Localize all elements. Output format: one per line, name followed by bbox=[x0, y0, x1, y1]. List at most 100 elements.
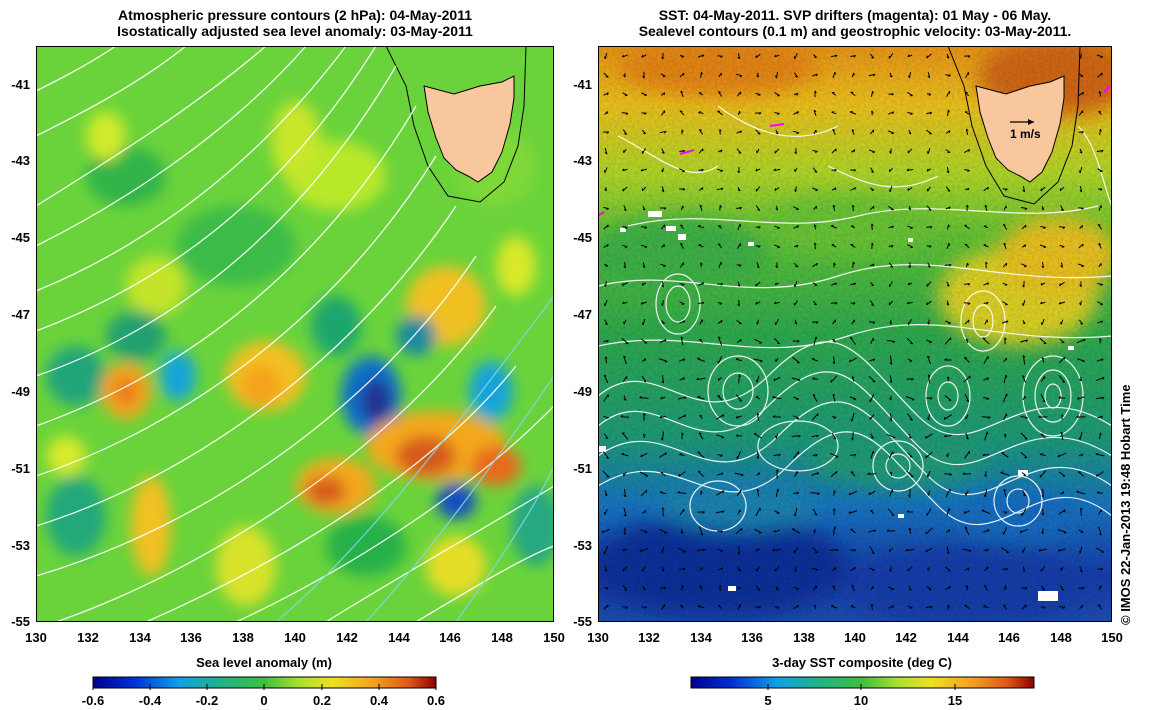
velocity-arrow-head bbox=[851, 437, 854, 441]
velocity-arrow-head bbox=[756, 75, 759, 78]
velocity-arrow bbox=[640, 452, 648, 458]
velocity-arrow-head bbox=[757, 209, 760, 211]
velocity-arrow bbox=[698, 282, 704, 286]
velocity-arrow-head bbox=[664, 339, 667, 342]
velocity-arrow bbox=[832, 204, 836, 212]
velocity-arrow bbox=[1041, 318, 1045, 326]
left-colorbar-label: Sea level anomaly (m) bbox=[196, 655, 332, 670]
velocity-arrow-head bbox=[814, 242, 817, 246]
velocity-arrow bbox=[850, 471, 856, 477]
velocity-arrow-head bbox=[606, 417, 609, 419]
velocity-arrow-head bbox=[815, 454, 818, 457]
velocity-scale-label: 1 m/s bbox=[1010, 127, 1041, 141]
velocity-arrow-head bbox=[853, 282, 857, 286]
velocity-arrow-head bbox=[928, 209, 932, 211]
velocity-arrow bbox=[753, 358, 763, 362]
velocity-arrow-head bbox=[684, 396, 687, 400]
velocity-arrow-head bbox=[756, 488, 760, 492]
velocity-arrow bbox=[603, 545, 609, 555]
velocity-arrow bbox=[717, 395, 723, 401]
velocity-arrow bbox=[604, 356, 608, 364]
velocity-arrow bbox=[926, 129, 932, 135]
velocity-arrow bbox=[680, 336, 684, 346]
right-ytick: -43 bbox=[573, 153, 592, 168]
velocity-arrow-head bbox=[644, 358, 647, 362]
velocity-arrow bbox=[1059, 585, 1065, 591]
velocity-arrow-head bbox=[854, 566, 856, 570]
velocity-arrow-head bbox=[947, 109, 950, 113]
velocity-arrow-head bbox=[889, 418, 892, 422]
velocity-arrow bbox=[795, 186, 797, 192]
velocity-arrow-head bbox=[1060, 265, 1063, 268]
velocity-arrow bbox=[1021, 375, 1027, 383]
right-colorbar-tick: 10 bbox=[853, 693, 869, 708]
velocity-arrow bbox=[604, 167, 608, 173]
velocity-arrow-head bbox=[926, 55, 928, 59]
velocity-arrow bbox=[964, 243, 970, 249]
velocity-arrow bbox=[621, 337, 629, 345]
velocity-arrow bbox=[981, 510, 991, 514]
velocity-arrow-head bbox=[793, 513, 796, 517]
velocity-arrow bbox=[793, 547, 799, 553]
velocity-arrow-head bbox=[834, 54, 838, 58]
velocity-arrow-head bbox=[682, 205, 684, 209]
velocity-arrow bbox=[1097, 320, 1103, 324]
velocity-arrow bbox=[773, 453, 781, 457]
velocity-arrow-head bbox=[814, 90, 817, 94]
velocity-arrow-head bbox=[719, 129, 722, 132]
velocity-arrow-head bbox=[908, 208, 911, 211]
velocity-arrow bbox=[852, 261, 854, 269]
velocity-arrow-head bbox=[794, 151, 797, 155]
velocity-arrow-head bbox=[684, 414, 687, 418]
velocity-arrow-head bbox=[604, 284, 607, 287]
velocity-arrow-head bbox=[719, 584, 722, 588]
velocity-arrow bbox=[889, 489, 893, 497]
velocity-arrow-head bbox=[1081, 131, 1084, 134]
velocity-arrow bbox=[983, 377, 989, 381]
velocity-arrow-head bbox=[796, 93, 799, 96]
velocity-arrow bbox=[735, 394, 743, 402]
left-xtick: 150 bbox=[543, 630, 565, 645]
velocity-arrow-head bbox=[891, 132, 894, 135]
velocity-arrow bbox=[696, 377, 706, 381]
velocity-arrow bbox=[622, 566, 628, 572]
velocity-arrow-head bbox=[927, 321, 930, 325]
velocity-arrow-head bbox=[1101, 358, 1104, 362]
velocity-arrow bbox=[944, 395, 952, 401]
velocity-arrow-head bbox=[1022, 284, 1025, 288]
velocity-arrow-head bbox=[908, 265, 911, 269]
velocity-arrow bbox=[716, 472, 724, 476]
velocity-arrow-head bbox=[661, 151, 665, 154]
velocity-arrow-head bbox=[906, 301, 910, 304]
velocity-arrow-head bbox=[680, 531, 684, 534]
velocity-arrow bbox=[699, 205, 703, 211]
velocity-arrow bbox=[849, 337, 857, 345]
velocity-arrow-head bbox=[643, 433, 646, 436]
velocity-arrow bbox=[831, 282, 837, 286]
velocity-arrow bbox=[1057, 452, 1067, 458]
velocity-arrow-head bbox=[625, 112, 629, 115]
velocity-arrow bbox=[1099, 432, 1101, 440]
left-xtick: 130 bbox=[25, 630, 47, 645]
velocity-arrow bbox=[1003, 413, 1007, 421]
velocity-arrow bbox=[907, 452, 913, 458]
tasmania-land bbox=[423, 75, 515, 183]
velocity-arrow-head bbox=[797, 379, 801, 382]
velocity-arrow-head bbox=[850, 605, 854, 607]
velocity-arrow-head bbox=[907, 54, 910, 58]
velocity-arrow-head bbox=[738, 152, 742, 154]
velocity-arrow-head bbox=[622, 548, 625, 551]
velocity-arrow-head bbox=[737, 189, 741, 192]
velocity-arrow-head bbox=[644, 112, 647, 115]
velocity-arrow-head bbox=[621, 452, 625, 455]
velocity-arrow-head bbox=[643, 380, 647, 383]
velocity-arrow-head bbox=[986, 302, 989, 305]
velocity-arrow bbox=[1000, 472, 1010, 476]
velocity-arrow-head bbox=[756, 265, 760, 269]
velocity-arrow bbox=[697, 451, 705, 459]
velocity-arrow bbox=[870, 450, 874, 460]
velocity-arrow bbox=[869, 567, 875, 571]
velocity-arrow bbox=[622, 281, 628, 287]
velocity-arrow bbox=[945, 585, 951, 591]
velocity-arrow bbox=[907, 566, 913, 572]
